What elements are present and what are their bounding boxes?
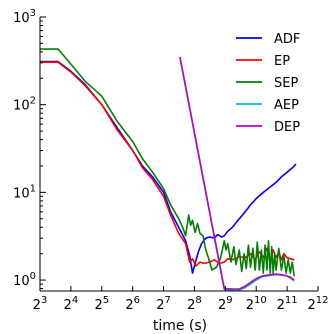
y-tick-label: 103 [13,8,36,26]
x-tick-label: 29 [218,295,233,313]
x-tick-label: 212 [307,295,328,313]
legend-label-adf: ADF [274,32,300,47]
legend-label-ep: EP [274,54,290,69]
legend-label-sep: SEP [274,76,298,91]
series-layer [40,48,297,291]
x-tick-label: 25 [94,295,109,313]
x-axis-label: time (s) [153,318,207,334]
x-tick-label: 23 [33,295,48,313]
x-tick-label: 28 [187,295,202,313]
x-tick-label: 27 [156,295,171,313]
x-tick-label: 24 [64,295,79,313]
series-line-dep [179,56,295,290]
x-tick-label: 210 [246,295,267,313]
legend-label-dep: DEP [274,120,300,135]
axes-layer: 23 24 25 26 27 28 29 210 211 212 100 101 102 103 [13,8,328,313]
x-tick-label: 26 [125,295,140,313]
series-line-adf [40,60,297,274]
legend-label-aep: AEP [274,98,299,113]
x-tick-label: 211 [277,295,298,313]
series-line-ep [40,61,295,267]
y-tick-label: 100 [13,271,36,289]
legend: ADF EP SEP AEP DEP [236,32,300,135]
y-tick-label: 102 [13,96,36,114]
series-line-sep [40,48,295,277]
y-tick-label: 101 [13,183,36,201]
